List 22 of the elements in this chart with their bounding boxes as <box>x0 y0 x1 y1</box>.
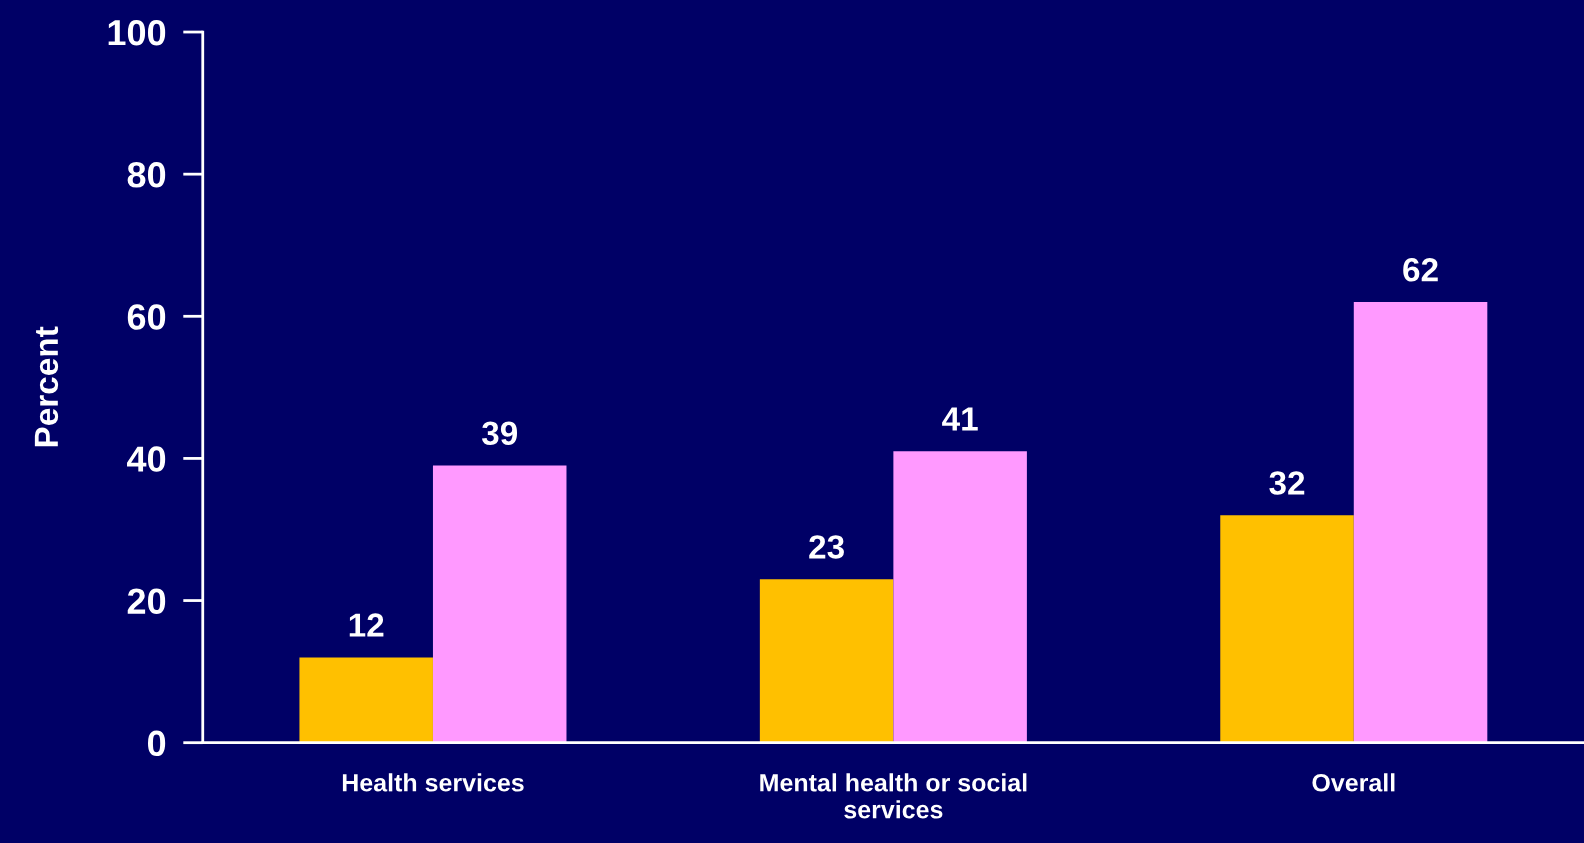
bar <box>759 579 894 743</box>
bar <box>1353 302 1488 743</box>
y-axis-title: Percent <box>34 326 59 447</box>
data-label: 23 <box>809 535 844 559</box>
data-label: 12 <box>349 613 384 637</box>
data-label: 41 <box>942 407 978 431</box>
y-tick-label: 20 <box>127 588 166 614</box>
data-label: 62 <box>1403 258 1438 282</box>
y-tick-label: 40 <box>127 446 166 472</box>
data-label: 32 <box>1269 471 1305 495</box>
y-tick-label: 60 <box>127 304 166 330</box>
x-tick-label: Mental health or social services <box>760 773 1027 819</box>
y-tick-label: 100 <box>108 19 166 46</box>
bar <box>432 465 567 743</box>
x-tick-label: Overall <box>1312 773 1395 792</box>
x-tick-label: Health services <box>342 773 524 792</box>
bar <box>893 451 1027 743</box>
y-tick-label: 0 <box>147 730 166 757</box>
bar <box>1220 515 1354 743</box>
data-label: 39 <box>481 421 518 446</box>
bar <box>299 657 433 743</box>
y-tick-label: 80 <box>127 162 166 188</box>
